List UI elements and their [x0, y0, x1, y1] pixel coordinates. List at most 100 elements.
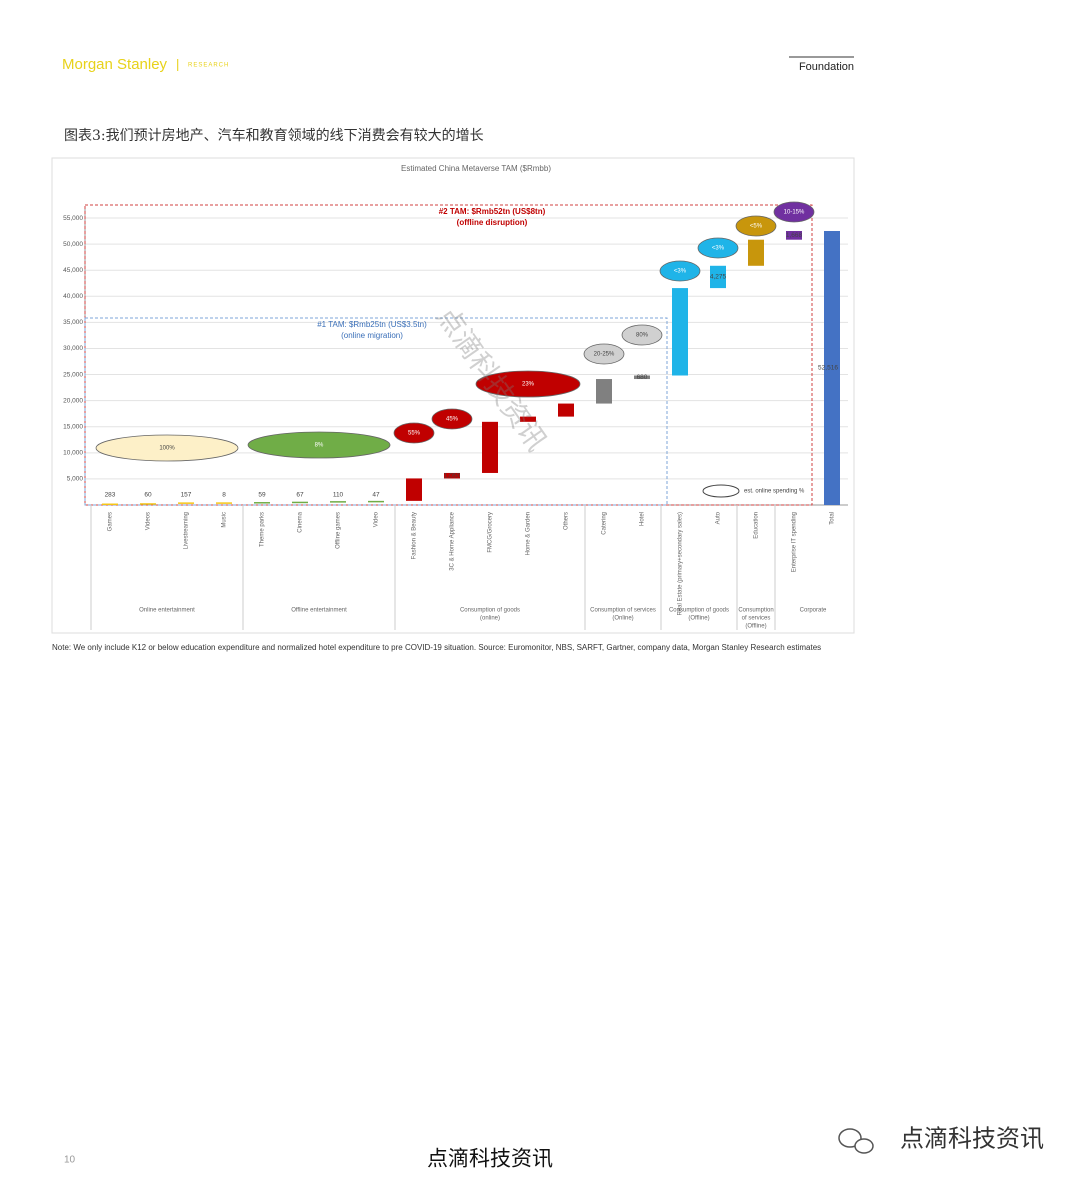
x-tick-label: Fashion & Beauty: [412, 512, 418, 559]
y-tick-label: 20,000: [63, 397, 83, 404]
x-tick-label: Total: [830, 512, 836, 525]
online-share-label: <3%: [712, 246, 725, 252]
x-tick-label: 3C & Home Appliance: [450, 511, 456, 570]
y-tick-label: 40,000: [63, 293, 83, 300]
x-tick-label: Music: [222, 512, 228, 528]
y-tick-label: 50,000: [63, 241, 83, 248]
bar: [634, 375, 650, 380]
online-share-ellipse: [697, 237, 739, 259]
bar: [254, 502, 270, 504]
bar: [292, 501, 308, 504]
online-share-label: <3%: [674, 269, 687, 275]
y-tick-label: 30,000: [63, 345, 83, 352]
y-tick-label: 15,000: [63, 423, 83, 430]
online-share-label: 8%: [315, 443, 324, 449]
x-tick-label: Home & Garden: [526, 512, 532, 555]
value-label: 157: [181, 492, 192, 499]
online-share-ellipse: [621, 324, 663, 346]
group-label: (Offline): [688, 616, 709, 622]
x-tick-label: Real Estate (primary+secondary sales): [678, 512, 684, 616]
x-tick-label: Videos: [146, 512, 152, 530]
legend-label: est. online spending %: [744, 489, 805, 495]
group-label: Offline entertainment: [291, 608, 347, 614]
bar: [406, 478, 422, 501]
bar: [558, 403, 574, 417]
online-share-label: 23%: [522, 382, 535, 388]
online-share-ellipse: [247, 431, 391, 459]
tam2-label: (offline disruption): [457, 218, 528, 227]
tam1-box: [84, 317, 668, 506]
group-label: Consumption of goods: [669, 608, 729, 614]
bar: [672, 288, 688, 376]
chart-title: Estimated China Metaverse TAM ($Rmbb): [401, 164, 551, 173]
x-tick-label: Games: [108, 512, 114, 531]
value-label: 680: [637, 374, 648, 381]
page-number: 10: [64, 1155, 76, 1166]
group-label: of services: [742, 616, 771, 622]
bar: [216, 502, 232, 504]
bar: [368, 500, 384, 503]
group-label: Online entertainment: [139, 608, 195, 614]
online-share-ellipse: [475, 370, 581, 398]
logo-bubble: [838, 1128, 862, 1148]
bar: [520, 416, 536, 422]
group-label: Consumption of goods: [460, 608, 520, 614]
x-tick-label: Catering: [602, 512, 608, 535]
bar: [710, 265, 726, 289]
brand-divider: |: [176, 56, 179, 71]
bar: [140, 503, 156, 505]
online-share-ellipse: [583, 343, 625, 365]
value-label: 67: [296, 492, 304, 499]
online-share-label: 100%: [159, 446, 175, 452]
bar: [482, 421, 498, 473]
online-share-ellipse: [95, 434, 239, 462]
x-tick-label: Enterprise IT spending: [792, 512, 798, 572]
bar: [748, 239, 764, 266]
online-share-label: 80%: [636, 333, 649, 339]
group-label: (Online): [612, 616, 633, 622]
bar: [786, 230, 802, 240]
online-share-label: 45%: [446, 417, 459, 423]
x-tick-label: Hotel: [640, 512, 646, 526]
logo-bubble: [854, 1138, 874, 1154]
x-tick-label: Education: [754, 512, 760, 539]
value-label: 60: [144, 492, 152, 499]
bar: [596, 379, 612, 404]
y-tick-label: 25,000: [63, 371, 83, 378]
y-tick-label: 35,000: [63, 319, 83, 326]
group-label: Consumption: [738, 608, 773, 614]
x-tick-label: Others: [564, 512, 570, 530]
group-label: Corporate: [800, 608, 827, 614]
online-share-ellipse: [735, 215, 777, 237]
y-tick-label: 5,000: [67, 476, 84, 483]
value-label: 52,516: [818, 365, 838, 372]
bar: [102, 503, 118, 506]
bar: [330, 501, 346, 503]
online-share-label: 20-25%: [594, 352, 615, 358]
value-label: 8: [222, 492, 226, 499]
x-tick-label: Offline games: [336, 512, 342, 549]
online-share-label: <5%: [750, 224, 763, 230]
x-tick-label: Theme parks: [260, 512, 266, 547]
watermark-footer: 点滴科技资讯: [900, 1125, 1044, 1152]
value-label: 59: [258, 492, 266, 499]
x-tick-label: Video: [374, 511, 380, 527]
x-tick-label: FMCG/Grocery: [488, 512, 494, 553]
value-label: 47: [372, 492, 380, 499]
bar: [444, 472, 460, 479]
group-label: (online): [480, 616, 500, 622]
x-tick-label: Cinema: [298, 511, 304, 532]
online-share-label: 10-15%: [784, 210, 805, 216]
online-share-ellipse: [773, 201, 815, 223]
group-label: (Offline): [745, 624, 766, 630]
value-label: 1,050: [444, 472, 461, 479]
group-label: Consumption of services: [590, 608, 656, 614]
x-tick-label: Livestreaming: [184, 512, 190, 549]
footer: 点滴科技资讯: [427, 1147, 553, 1171]
bar: [178, 502, 194, 504]
online-share-ellipse: [659, 260, 701, 282]
caption: 图表3:我们预计房地产、汽车和教育领域的线下消费会有较大的增长: [64, 127, 484, 144]
tam1-label: (online migration): [341, 331, 403, 340]
legend-ellipse: [702, 484, 740, 498]
